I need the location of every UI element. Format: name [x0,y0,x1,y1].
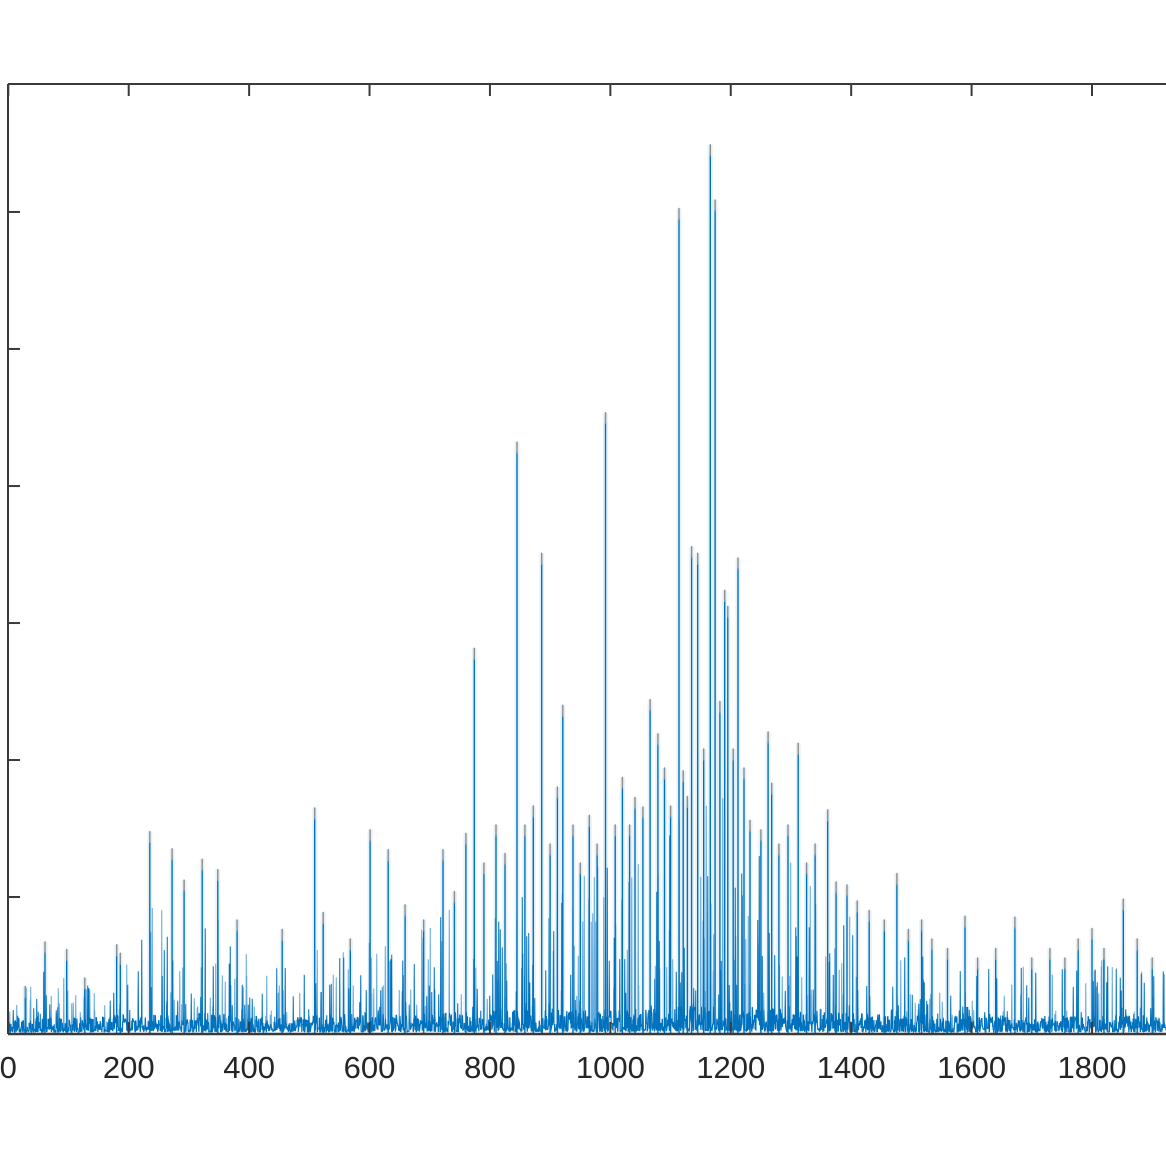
x-tick-label: 1400 [816,1050,886,1085]
x-tick-label: 1800 [1057,1050,1127,1085]
x-tick-label: 600 [343,1050,396,1085]
x-tick-label: 400 [223,1050,275,1085]
peak-series-layer [24,154,1153,1034]
x-tick-label: 800 [464,1050,516,1085]
x-tick-label: 200 [102,1050,155,1085]
x-tick-label: 1000 [575,1050,645,1085]
x-tick-label: 1200 [696,1050,766,1085]
x-tick-label: 1600 [937,1050,1007,1085]
peak-tip-layer [24,144,1153,999]
x-tick-label: 0 [0,1050,17,1085]
axes-layer [7,83,1166,1036]
